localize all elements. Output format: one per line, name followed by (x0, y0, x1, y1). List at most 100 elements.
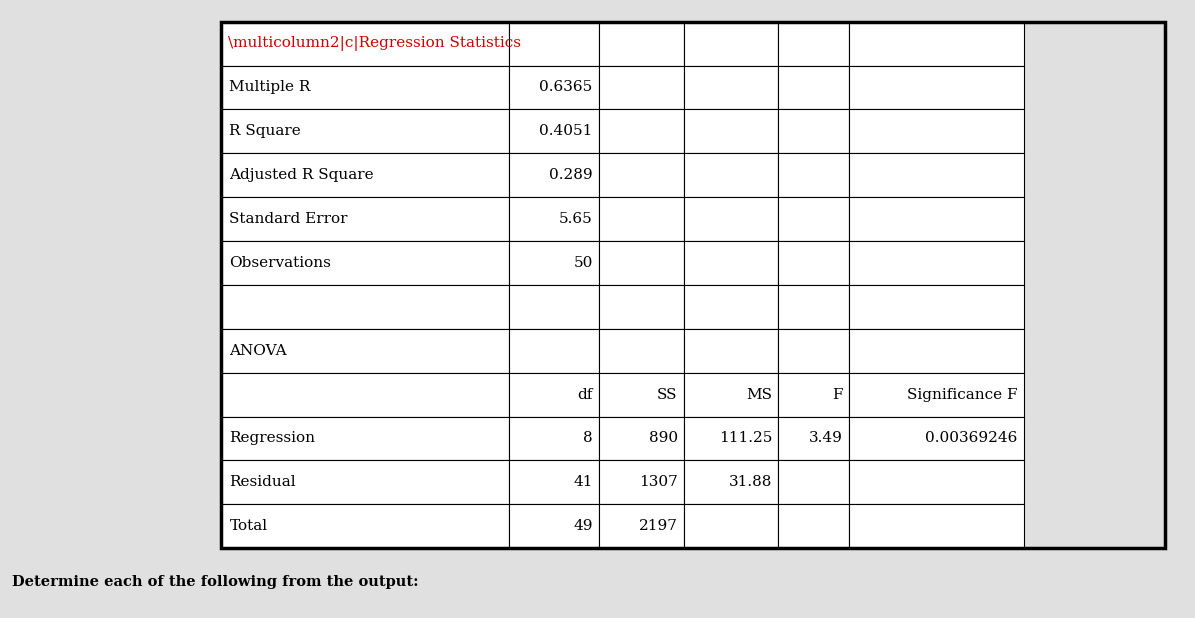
Text: R Square: R Square (229, 124, 301, 138)
Bar (221, 109, 509, 153)
Bar (509, 109, 599, 153)
Text: df: df (577, 387, 593, 402)
Bar (684, 153, 778, 197)
Bar (509, 417, 599, 460)
Bar (509, 197, 599, 241)
Bar (684, 22, 778, 66)
Bar (848, 66, 1023, 109)
Bar (778, 241, 848, 285)
Text: Residual: Residual (229, 475, 296, 489)
Text: 0.4051: 0.4051 (539, 124, 593, 138)
Text: 31.88: 31.88 (729, 475, 772, 489)
Text: Adjusted R Square: Adjusted R Square (229, 168, 374, 182)
Text: 890: 890 (649, 431, 678, 446)
Text: 8: 8 (583, 431, 593, 446)
Bar (778, 66, 848, 109)
Bar (848, 504, 1023, 548)
Bar (221, 373, 509, 417)
Bar (599, 66, 684, 109)
Text: Significance F: Significance F (907, 387, 1017, 402)
Bar (848, 109, 1023, 153)
Bar (684, 109, 778, 153)
Bar (221, 22, 509, 66)
Bar (778, 153, 848, 197)
Text: Standard Error: Standard Error (229, 212, 348, 226)
Bar (684, 285, 778, 329)
Bar (778, 109, 848, 153)
Bar (778, 373, 848, 417)
Bar (509, 153, 599, 197)
Bar (509, 460, 599, 504)
Text: 111.25: 111.25 (718, 431, 772, 446)
Bar (684, 373, 778, 417)
Bar (848, 241, 1023, 285)
Bar (848, 417, 1023, 460)
Bar (848, 197, 1023, 241)
Bar (599, 153, 684, 197)
Bar (778, 417, 848, 460)
Bar (509, 66, 599, 109)
Text: Multiple R: Multiple R (229, 80, 311, 95)
Bar (778, 504, 848, 548)
Text: 1307: 1307 (639, 475, 678, 489)
Bar (684, 504, 778, 548)
Bar (778, 285, 848, 329)
Bar (221, 460, 509, 504)
Bar (599, 285, 684, 329)
Text: Regression: Regression (229, 431, 315, 446)
Bar (599, 241, 684, 285)
Text: 0.00369246: 0.00369246 (925, 431, 1017, 446)
Text: Determine each of the following from the output:: Determine each of the following from the… (12, 575, 418, 589)
Bar (778, 329, 848, 373)
Bar (848, 153, 1023, 197)
Text: 50: 50 (574, 256, 593, 270)
Bar (221, 417, 509, 460)
Bar (684, 417, 778, 460)
Bar (599, 197, 684, 241)
Bar (684, 241, 778, 285)
Bar (848, 285, 1023, 329)
Bar (599, 109, 684, 153)
Text: \multicolumn2|c|Regression Statistics: \multicolumn2|c|Regression Statistics (228, 36, 521, 51)
Bar (221, 329, 509, 373)
Bar (684, 66, 778, 109)
Text: 0.289: 0.289 (549, 168, 593, 182)
Bar (848, 460, 1023, 504)
Bar (599, 329, 684, 373)
Bar (599, 417, 684, 460)
Bar (509, 241, 599, 285)
Bar (599, 460, 684, 504)
Bar (509, 22, 599, 66)
Bar (221, 197, 509, 241)
Bar (684, 329, 778, 373)
Bar (684, 460, 778, 504)
Bar (221, 22, 1165, 548)
Text: ANOVA: ANOVA (229, 344, 287, 358)
Bar (221, 153, 509, 197)
Text: 0.6365: 0.6365 (539, 80, 593, 95)
Bar (599, 22, 684, 66)
Bar (221, 66, 509, 109)
Bar (684, 197, 778, 241)
Bar (599, 504, 684, 548)
Text: Observations: Observations (229, 256, 331, 270)
Bar (509, 373, 599, 417)
Bar (509, 285, 599, 329)
Text: Total: Total (229, 519, 268, 533)
Text: SS: SS (657, 387, 678, 402)
Bar (848, 373, 1023, 417)
Bar (778, 460, 848, 504)
Bar (848, 22, 1023, 66)
Bar (509, 504, 599, 548)
Bar (221, 285, 509, 329)
Text: 2197: 2197 (639, 519, 678, 533)
Text: 5.65: 5.65 (559, 212, 593, 226)
Text: MS: MS (746, 387, 772, 402)
Bar (509, 329, 599, 373)
Bar (221, 504, 509, 548)
Bar (599, 373, 684, 417)
Text: F: F (833, 387, 842, 402)
Bar (778, 22, 848, 66)
Text: 49: 49 (574, 519, 593, 533)
Bar (778, 197, 848, 241)
